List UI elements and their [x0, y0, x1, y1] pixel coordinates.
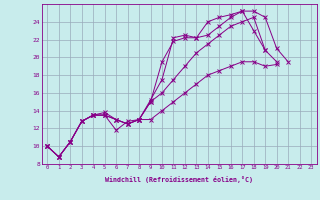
- X-axis label: Windchill (Refroidissement éolien,°C): Windchill (Refroidissement éolien,°C): [105, 176, 253, 183]
